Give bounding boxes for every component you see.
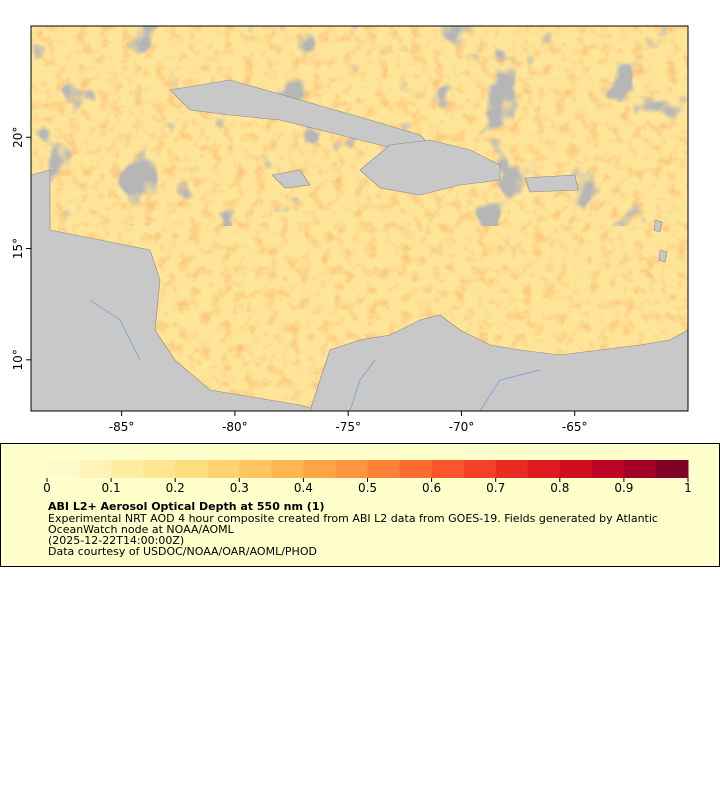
colorbar-swatch [143,460,176,478]
colorbar-swatch [271,460,304,478]
colorbar-swatch [463,460,497,478]
legend-credit: Data courtesy of USDOC/NOAA/OAR/AOML/PHO… [48,545,317,558]
y-tick-label: 20° [11,127,25,148]
colorbar-swatch [399,460,433,478]
colorbar-swatch [111,460,144,478]
colorbar-tick-label: 0.8 [550,481,569,495]
y-tick-label: 15° [11,238,25,259]
colorbar-tick-label: 0.4 [294,481,313,495]
y-tick-label: 10° [11,349,25,370]
colorbar-tick-label: 0.5 [358,481,377,495]
colorbar-swatch [623,460,657,478]
colorbar-tick-label: 0 [43,481,51,495]
colorbar-tick-label: 0.3 [230,481,249,495]
colorbar-swatch [79,460,112,478]
colorbar-swatch [367,460,401,478]
colorbar-swatch [335,460,368,478]
rivers [89,299,541,411]
colorbar-swatch [495,460,529,478]
legend-description: Experimental NRT AOD 4 hour composite cr… [48,512,658,525]
colorbar-swatch [591,460,625,478]
colorbar-swatch [559,460,593,478]
x-tick-label: -65° [562,420,588,434]
legend-title: ABI L2+ Aerosol Optical Depth at 550 nm … [48,500,325,513]
legend-description: OceanWatch node at NOAA/AOML [48,523,235,536]
x-tick-label: -85° [109,420,135,434]
colorbar-tick-label: 0.7 [486,481,505,495]
colorbar-swatch [527,460,561,478]
colorbar-tick-label: 1 [684,481,692,495]
colorbar-tick-label: 0.2 [166,481,185,495]
colorbar: 0 0.1 0.2 0.3 0.4 0.5 0.6 0.7 0.8 0.9 1 [43,460,692,495]
plot-frame [30,25,689,412]
colorbar-swatch [431,460,465,478]
colorbar-tick-label: 0.1 [102,481,121,495]
colorbar-swatch [175,460,208,478]
x-tick-label: -75° [335,420,361,434]
colorbar-tick-label: 0.6 [422,481,441,495]
colorbar-swatch [239,460,272,478]
x-tick-label: -70° [449,420,475,434]
colorbar-tick-label: 0.9 [614,481,633,495]
legend-time: (2025-12-22T14:00:00Z) [48,534,184,547]
colorbar-swatch [303,460,336,478]
colorbar-swatch [207,460,240,478]
axes: -85° -80° -75° -70° -65° 10° 15° 20° [11,127,588,434]
colorbar-swatch [47,460,80,478]
colorbar-swatch [655,460,689,478]
map-area [31,26,688,411]
x-tick-label: -80° [222,420,248,434]
land [31,79,688,411]
